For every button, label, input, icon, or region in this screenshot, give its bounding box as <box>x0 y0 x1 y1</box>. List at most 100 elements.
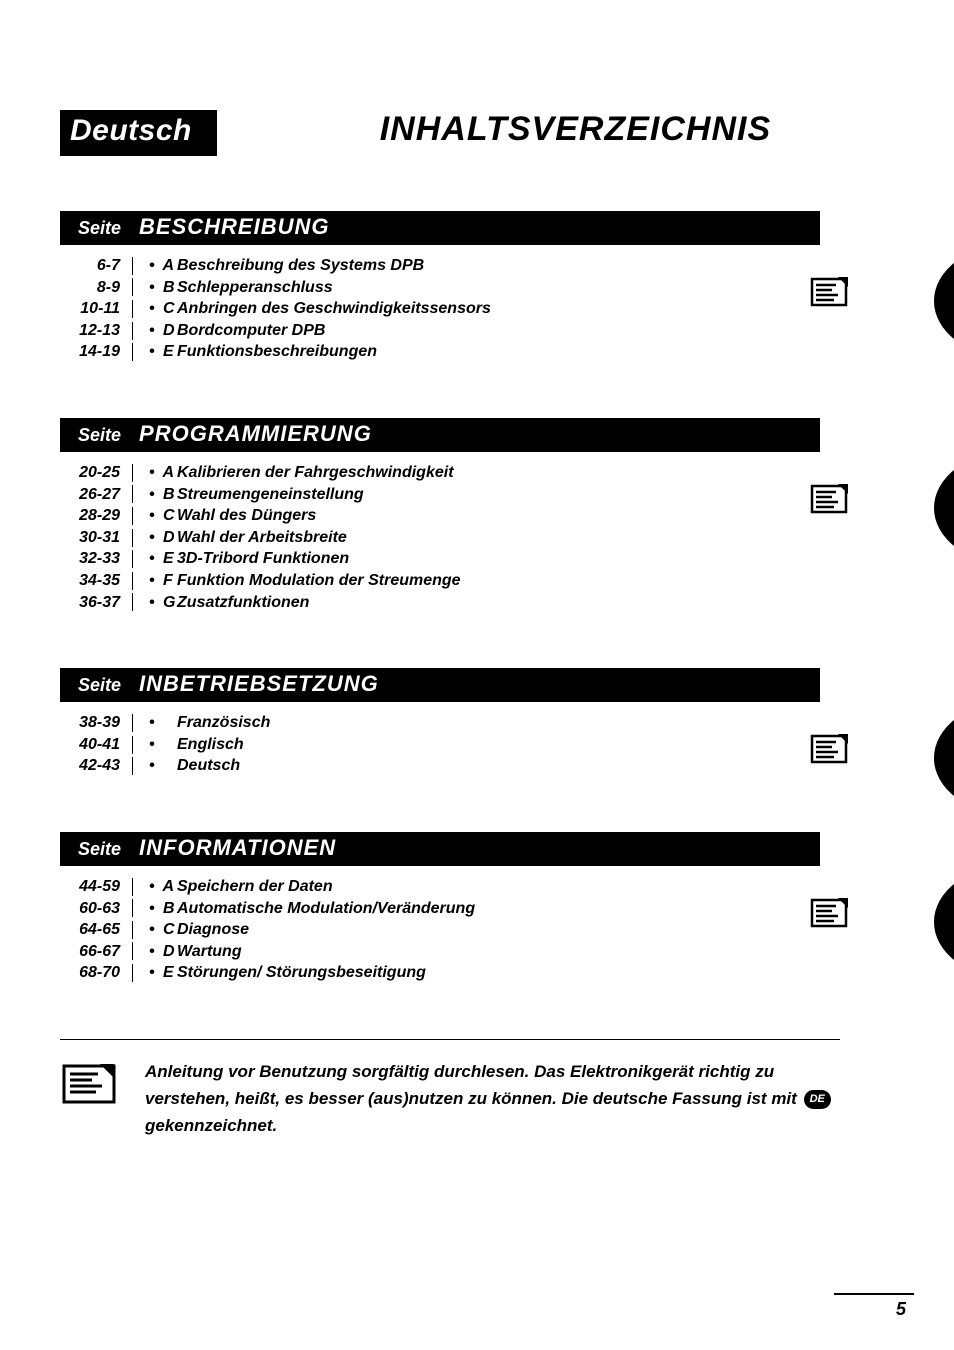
toc-row-pages: 68-70 <box>68 962 132 984</box>
toc-row-letter: • B <box>133 484 177 506</box>
section-tab: 1 <box>894 241 954 361</box>
toc-row-desc: Bordcomputer DPB <box>177 320 325 342</box>
toc-row-letter: • D <box>133 527 177 549</box>
toc-row-letter: • A <box>133 255 177 277</box>
manual-icon <box>810 275 850 314</box>
language-label: Deutsch <box>60 110 217 156</box>
toc-rows: 6-7 • A Beschreibung des Systems DPB 8-9… <box>60 245 894 363</box>
toc-row-pages: 8-9 <box>68 277 132 299</box>
toc-row: 14-19 • E Funktionsbeschreibungen <box>68 341 894 363</box>
page-column-label: Seite <box>78 839 121 860</box>
toc-section: Seite INBETRIEBSETZUNG 38-39 • Französis… <box>60 668 894 777</box>
footer-divider <box>60 1039 840 1040</box>
toc-row-desc: Schlepperanschluss <box>177 277 333 299</box>
toc-row-letter: • B <box>133 277 177 299</box>
toc-row-pages: 66-67 <box>68 941 132 963</box>
toc-row: 36-37 • G Zusatzfunktionen <box>68 592 894 614</box>
toc-row-letter: • C <box>133 298 177 320</box>
section-tab: 3 <box>894 698 954 818</box>
section-title: PROGRAMMIERUNG <box>139 421 372 447</box>
toc-row-desc: Funktion Modulation der Streumenge <box>177 570 461 592</box>
toc-row-pages: 28-29 <box>68 505 132 527</box>
toc-row: 42-43 • Deutsch <box>68 755 894 777</box>
toc-row-desc: Französisch <box>177 712 270 734</box>
toc-row-desc: Streumengeneinstellung <box>177 484 364 506</box>
toc-row-letter: • D <box>133 320 177 342</box>
toc-row-bullet: • <box>133 755 177 777</box>
toc-row-letter: • G <box>133 592 177 614</box>
section-title: INBETRIEBSETZUNG <box>139 671 379 697</box>
toc-row-desc: Wahl der Arbeitsbreite <box>177 527 347 549</box>
toc-row-pages: 34-35 <box>68 570 132 592</box>
toc-row-pages: 42-43 <box>68 755 132 777</box>
toc-row-pages: 60-63 <box>68 898 132 920</box>
toc-row-desc: Wahl des Düngers <box>177 505 316 527</box>
footer: Anleitung vor Benutzung sorgfältig durch… <box>60 1058 894 1140</box>
section-title: BESCHREIBUNG <box>139 214 329 240</box>
toc-row-letter: • A <box>133 876 177 898</box>
toc-row: 68-70 • E Störungen/ Störungsbeseitigung <box>68 962 894 984</box>
page-header: Deutsch INHALTSVERZEICHNIS <box>60 110 894 156</box>
footer-text-after: gekennzeichnet. <box>145 1116 277 1135</box>
toc-row: 8-9 • B Schlepperanschluss <box>68 277 894 299</box>
toc-row-desc: Beschreibung des Systems DPB <box>177 255 424 277</box>
document-page: Deutsch INHALTSVERZEICHNIS Seite BESCHRE… <box>0 0 954 1350</box>
page-number-rule <box>834 1293 914 1295</box>
toc-row-letter: • C <box>133 919 177 941</box>
toc-row-desc: Anbringen des Geschwindigkeitssensors <box>177 298 491 320</box>
toc-row-desc: Wartung <box>177 941 242 963</box>
footer-text: Anleitung vor Benutzung sorgfältig durch… <box>145 1058 835 1140</box>
toc-row-desc: 3D-Tribord Funktionen <box>177 548 349 570</box>
toc-row-pages: 10-11 <box>68 298 132 320</box>
toc-row-pages: 64-65 <box>68 919 132 941</box>
toc-row-letter: • E <box>133 341 177 363</box>
page-column-label: Seite <box>78 218 121 239</box>
toc-row: 26-27 • B Streumengeneinstellung <box>68 484 894 506</box>
toc-section: Seite PROGRAMMIERUNG 20-25 • A Kalibrier… <box>60 418 894 613</box>
toc-row: 6-7 • A Beschreibung des Systems DPB <box>68 255 894 277</box>
toc-row-pages: 38-39 <box>68 712 132 734</box>
section-title: INFORMATIONEN <box>139 835 336 861</box>
toc-row: 60-63 • B Automatische Modulation/Veränd… <box>68 898 894 920</box>
toc-row: 12-13 • D Bordcomputer DPB <box>68 320 894 342</box>
toc-row: 38-39 • Französisch <box>68 712 894 734</box>
toc-row: 44-59 • A Speichern der Daten <box>68 876 894 898</box>
section-header-bar: Seite PROGRAMMIERUNG <box>60 418 820 452</box>
toc-row-letter: • E <box>133 962 177 984</box>
toc-row-pages: 12-13 <box>68 320 132 342</box>
toc-row-pages: 40-41 <box>68 734 132 756</box>
section-header-bar: Seite INFORMATIONEN <box>60 832 820 866</box>
manual-icon <box>60 1058 120 1113</box>
page-column-label: Seite <box>78 425 121 446</box>
toc-row-desc: Deutsch <box>177 755 240 777</box>
toc-row-desc: Störungen/ Störungsbeseitigung <box>177 962 426 984</box>
section-tab: 2 <box>894 448 954 568</box>
toc-row-desc: Englisch <box>177 734 244 756</box>
section-header-bar: Seite INBETRIEBSETZUNG <box>60 668 820 702</box>
toc-row-desc: Diagnose <box>177 919 249 941</box>
toc-row: 28-29 • C Wahl des Düngers <box>68 505 894 527</box>
toc-row: 40-41 • Englisch <box>68 734 894 756</box>
toc-row-pages: 20-25 <box>68 462 132 484</box>
toc-row-pages: 36-37 <box>68 592 132 614</box>
toc-row-bullet: • <box>133 712 177 734</box>
toc-row-letter: • D <box>133 941 177 963</box>
toc-row-letter: • F <box>133 570 177 592</box>
toc-row-letter: • B <box>133 898 177 920</box>
toc-rows: 44-59 • A Speichern der Daten 60-63 • B … <box>60 866 894 984</box>
toc-row-letter: • A <box>133 462 177 484</box>
de-badge: DE <box>804 1090 831 1110</box>
toc-row-letter: • E <box>133 548 177 570</box>
toc-row: 20-25 • A Kalibrieren der Fahrgeschwindi… <box>68 462 894 484</box>
section-header-bar: Seite BESCHREIBUNG <box>60 211 820 245</box>
toc-row-desc: Zusatzfunktionen <box>177 592 309 614</box>
page-column-label: Seite <box>78 675 121 696</box>
toc-row-desc: Kalibrieren der Fahrgeschwindigkeit <box>177 462 454 484</box>
toc-section: Seite BESCHREIBUNG 6-7 • A Beschreibung … <box>60 211 894 363</box>
toc-row-pages: 26-27 <box>68 484 132 506</box>
manual-icon <box>810 732 850 771</box>
toc-row: 66-67 • D Wartung <box>68 941 894 963</box>
toc-row-bullet: • <box>133 734 177 756</box>
toc-row-pages: 30-31 <box>68 527 132 549</box>
toc-row: 32-33 • E 3D-Tribord Funktionen <box>68 548 894 570</box>
